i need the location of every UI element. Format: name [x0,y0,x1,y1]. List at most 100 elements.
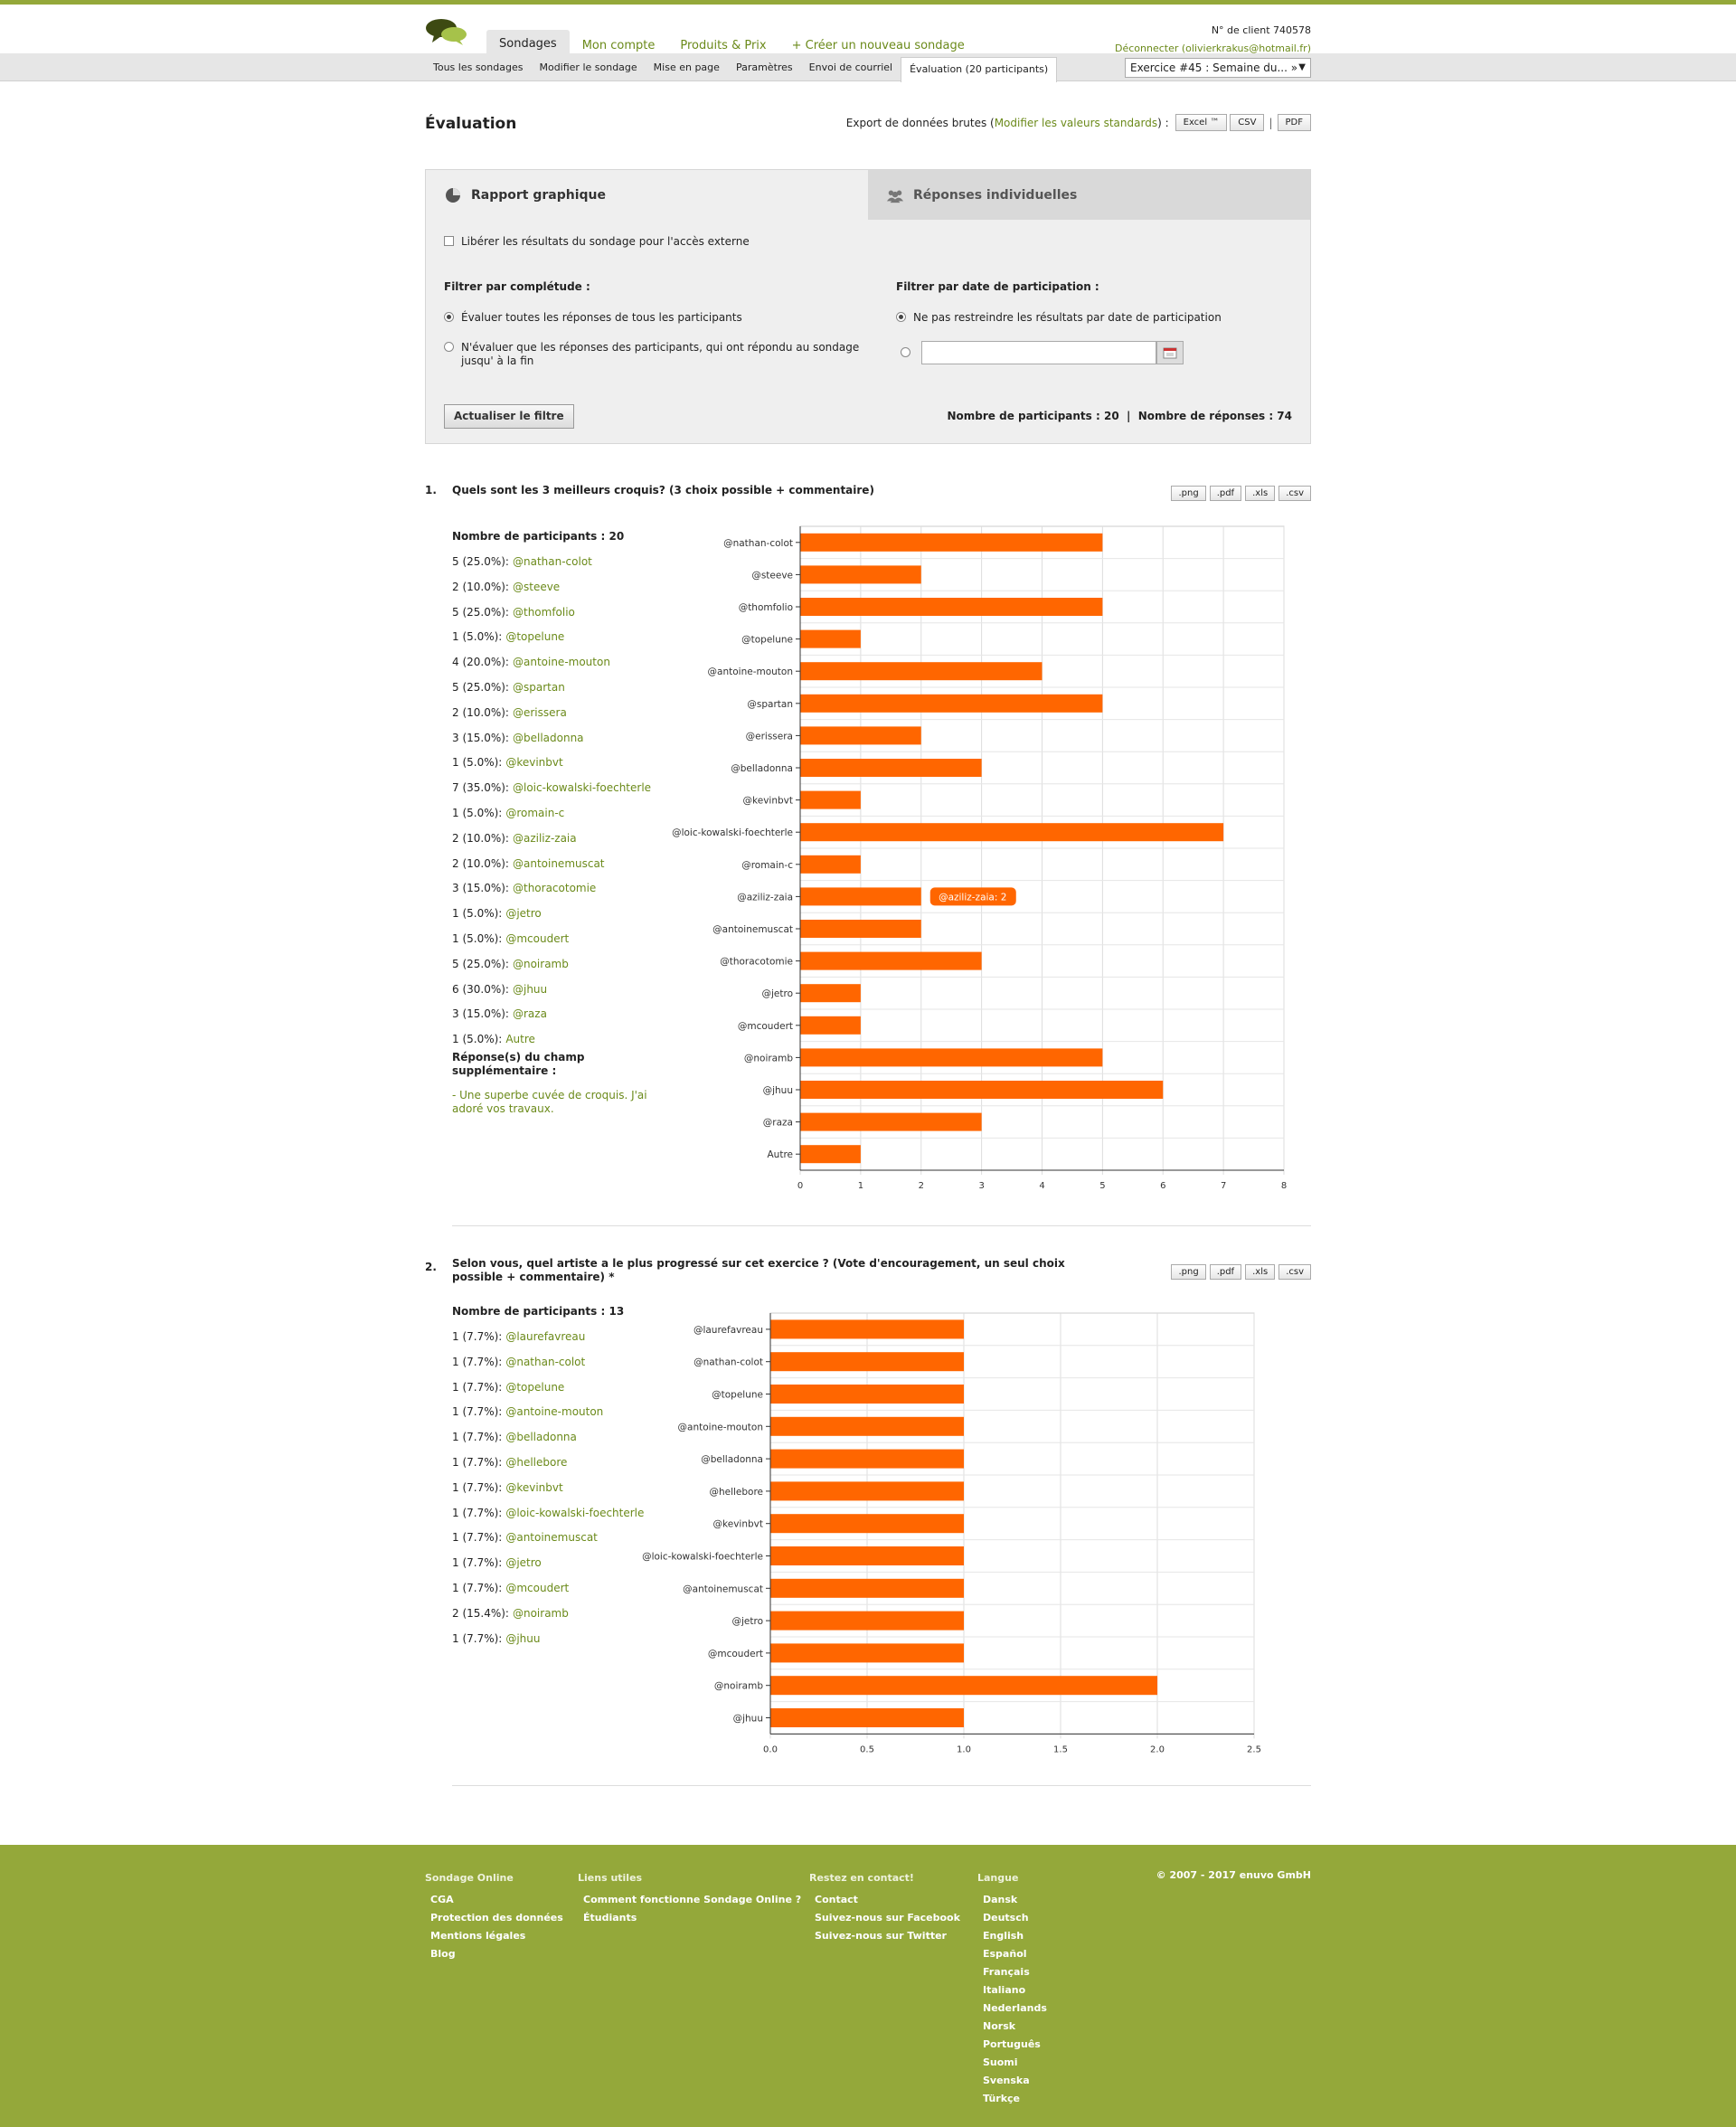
date-range-input[interactable] [921,341,1156,364]
subnav-evaluation[interactable]: Évaluation (20 participants) [901,56,1058,82]
nav-mon-compte[interactable]: Mon compte [581,39,656,52]
q1-export-pdf-button[interactable]: .pdf [1209,486,1242,501]
stat-user-link[interactable]: @antoine-mouton [512,656,610,669]
bar[interactable] [770,1385,964,1404]
stat-user-link[interactable]: @antoine-mouton [505,1405,604,1419]
stat-user-link[interactable]: Autre [505,1033,535,1046]
footer-link[interactable]: Étudiants [583,1912,637,1924]
filter-complete-all-row[interactable]: Évaluer toutes les réponses de tous les … [444,311,742,324]
bar[interactable] [770,1643,964,1663]
footer-link[interactable]: Dansk [983,1894,1018,1905]
bar[interactable] [800,920,921,938]
footer-link[interactable]: Español [983,1948,1027,1960]
stat-user-link[interactable]: @romain-c [505,806,565,819]
bar[interactable] [800,887,921,906]
stat-user-link[interactable]: @laurefavreau [505,1330,586,1343]
stat-user-link[interactable]: @loic-kowalski-foechterle [512,781,652,795]
bar[interactable] [770,1676,1157,1696]
export-pdf-button[interactable]: PDF [1277,114,1311,131]
stat-user-link[interactable]: @steeve [512,580,561,593]
stat-user-link[interactable]: @thoracotomie [512,882,597,895]
update-filter-button[interactable]: Actualiser le filtre [444,404,574,429]
stat-user-link[interactable]: @antoinemuscat [512,856,605,870]
nav-produits-prix[interactable]: Produits & Prix [680,39,767,52]
bar[interactable] [800,629,861,648]
stat-user-link[interactable]: @loic-kowalski-foechterle [505,1506,645,1519]
stat-user-link[interactable]: @aziliz-zaia [512,831,577,845]
bar[interactable] [770,1611,964,1631]
stat-user-link[interactable]: @belladonna [505,1431,577,1444]
stat-user-link[interactable]: @nathan-colot [505,1355,586,1368]
footer-link[interactable]: Nederlands [983,2002,1047,2014]
tab-graphic-report[interactable]: Rapport graphique [426,170,868,220]
bar[interactable] [770,1481,964,1501]
bar[interactable] [770,1449,964,1469]
footer-link[interactable]: Norsk [983,2020,1016,2032]
bar[interactable] [800,855,861,874]
bar[interactable] [800,823,1224,842]
bar[interactable] [800,598,1103,616]
filter-date-range-radio[interactable] [901,347,910,357]
nav-create-survey[interactable]: + Créer un nouveau sondage [791,39,965,52]
stat-user-link[interactable]: @topelune [505,1380,565,1394]
stat-user-link[interactable]: @raza [512,1007,547,1021]
release-results-row[interactable]: Libérer les résultats du sondage pour l'… [444,235,750,248]
stat-user-link[interactable]: @belladonna [512,731,584,744]
bar[interactable] [800,662,1043,681]
footer-link[interactable]: Protection des données [430,1912,563,1924]
stat-user-link[interactable]: @topelune [505,630,565,644]
bar[interactable] [800,1081,1164,1099]
bar[interactable] [800,759,982,777]
stat-user-link[interactable]: @hellebore [505,1455,568,1469]
bar[interactable] [800,951,982,970]
subnav-settings[interactable]: Paramètres [735,61,793,73]
exercise-select[interactable]: Exercice #45 : Semaine du... » ▼ [1125,58,1311,78]
bar[interactable] [770,1416,964,1436]
footer-link[interactable]: Suivez-nous sur Twitter [815,1930,947,1942]
stat-user-link[interactable]: @erissera [512,705,567,719]
footer-link[interactable]: CGA [430,1894,454,1905]
bar[interactable] [800,1016,861,1035]
footer-link[interactable]: Svenska [983,2075,1030,2086]
q1-export-xls-button[interactable]: .xls [1245,486,1276,501]
bar[interactable] [800,984,861,1003]
stat-user-link[interactable]: @jetro [505,1556,542,1570]
filter-complete-end-row[interactable]: N'évaluer que les réponses des participa… [444,341,887,368]
filter-date-none-row[interactable]: Ne pas restreindre les résultats par dat… [896,311,1222,324]
stat-user-link[interactable]: @noiramb [512,957,569,970]
footer-link[interactable]: Comment fonctionne Sondage Online ? [583,1894,802,1905]
q2-export-csv-button[interactable]: .csv [1278,1264,1311,1280]
bar[interactable] [800,533,1103,552]
footer-link[interactable]: Suivez-nous sur Facebook [815,1912,960,1924]
q2-export-pdf-button[interactable]: .pdf [1209,1264,1242,1280]
tab-individual-responses[interactable]: Réponses individuelles [868,170,1310,220]
footer-link[interactable]: Türkçe [983,2093,1021,2104]
stat-user-link[interactable]: @jhuu [512,982,548,996]
bar[interactable] [800,694,1103,713]
bar[interactable] [800,726,921,745]
stat-user-link[interactable]: @mcoudert [505,931,570,945]
footer-link[interactable]: Contact [815,1894,858,1905]
footer-link[interactable]: Blog [430,1948,456,1960]
footer-link[interactable]: Suomi [983,2056,1018,2068]
stat-user-link[interactable]: @antoinemuscat [505,1531,598,1545]
stat-user-link[interactable]: @jetro [505,907,542,921]
stat-user-link[interactable]: @jhuu [505,1631,541,1645]
footer-link[interactable]: Italiano [983,1984,1026,1996]
footer-link[interactable]: Français [983,1966,1030,1978]
q1-export-csv-button[interactable]: .csv [1278,486,1311,501]
stat-user-link[interactable]: @nathan-colot [512,555,592,568]
nav-sondages[interactable]: Sondages [486,30,570,58]
subnav-all-surveys[interactable]: Tous les sondages [433,61,524,73]
footer-link[interactable]: Mentions légales [430,1930,526,1942]
footer-link[interactable]: Deutsch [983,1912,1029,1924]
subnav-edit-survey[interactable]: Modifier le sondage [539,61,637,73]
logout-link[interactable]: Déconnecter (olivierkrakus@hotmail.fr) [1115,43,1311,54]
stat-user-link[interactable]: @spartan [512,680,565,694]
export-excel-button[interactable]: Excel ™ [1175,114,1228,131]
bar[interactable] [800,1112,982,1131]
subnav-email[interactable]: Envoi de courriel [808,61,893,73]
stat-user-link[interactable]: @kevinbvt [505,1480,563,1494]
subnav-layout[interactable]: Mise en page [653,61,720,73]
filter-date-range-row[interactable] [901,346,918,357]
